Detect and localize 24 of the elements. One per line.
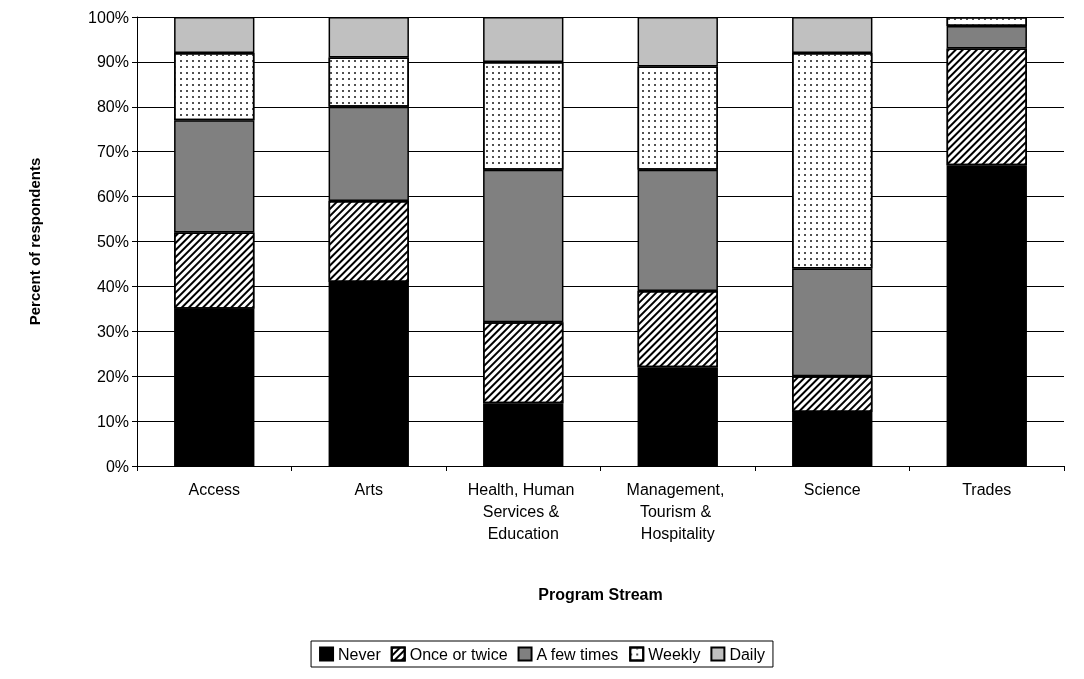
x-tick-label: Arts — [354, 480, 383, 498]
y-tick-label: 80% — [96, 98, 129, 116]
y-tick-label: 10% — [96, 412, 129, 430]
y-tick-label: 90% — [96, 53, 129, 71]
x-axis-title: Program Stream — [538, 585, 663, 603]
legend-label: Daily — [729, 645, 765, 663]
x-tick-label: Access — [188, 480, 241, 498]
x-tick-label: Trades — [962, 480, 1012, 498]
y-tick-label: 0% — [105, 457, 129, 475]
legend-label: A few times — [536, 645, 619, 663]
y-tick-label: 100% — [88, 8, 129, 26]
legend-label: Weekly — [648, 645, 701, 663]
y-tick-label: 50% — [96, 233, 129, 250]
y-tick-label: 30% — [96, 322, 129, 340]
y-tick-label: 60% — [96, 188, 129, 206]
y-tick-label: 40% — [96, 277, 129, 295]
y-tick-label: 70% — [96, 143, 129, 161]
legend-label: Once or twice — [409, 645, 508, 663]
y-axis-title: Percent of respondents — [26, 157, 43, 326]
x-tick-label: Health, Human Services & Education — [467, 480, 579, 542]
x-tick-label: Management, Tourism & Hospitality — [626, 480, 729, 542]
legend-label: Never — [338, 645, 382, 663]
x-tick-label: Science — [803, 480, 861, 498]
y-tick-label: 20% — [96, 367, 129, 385]
